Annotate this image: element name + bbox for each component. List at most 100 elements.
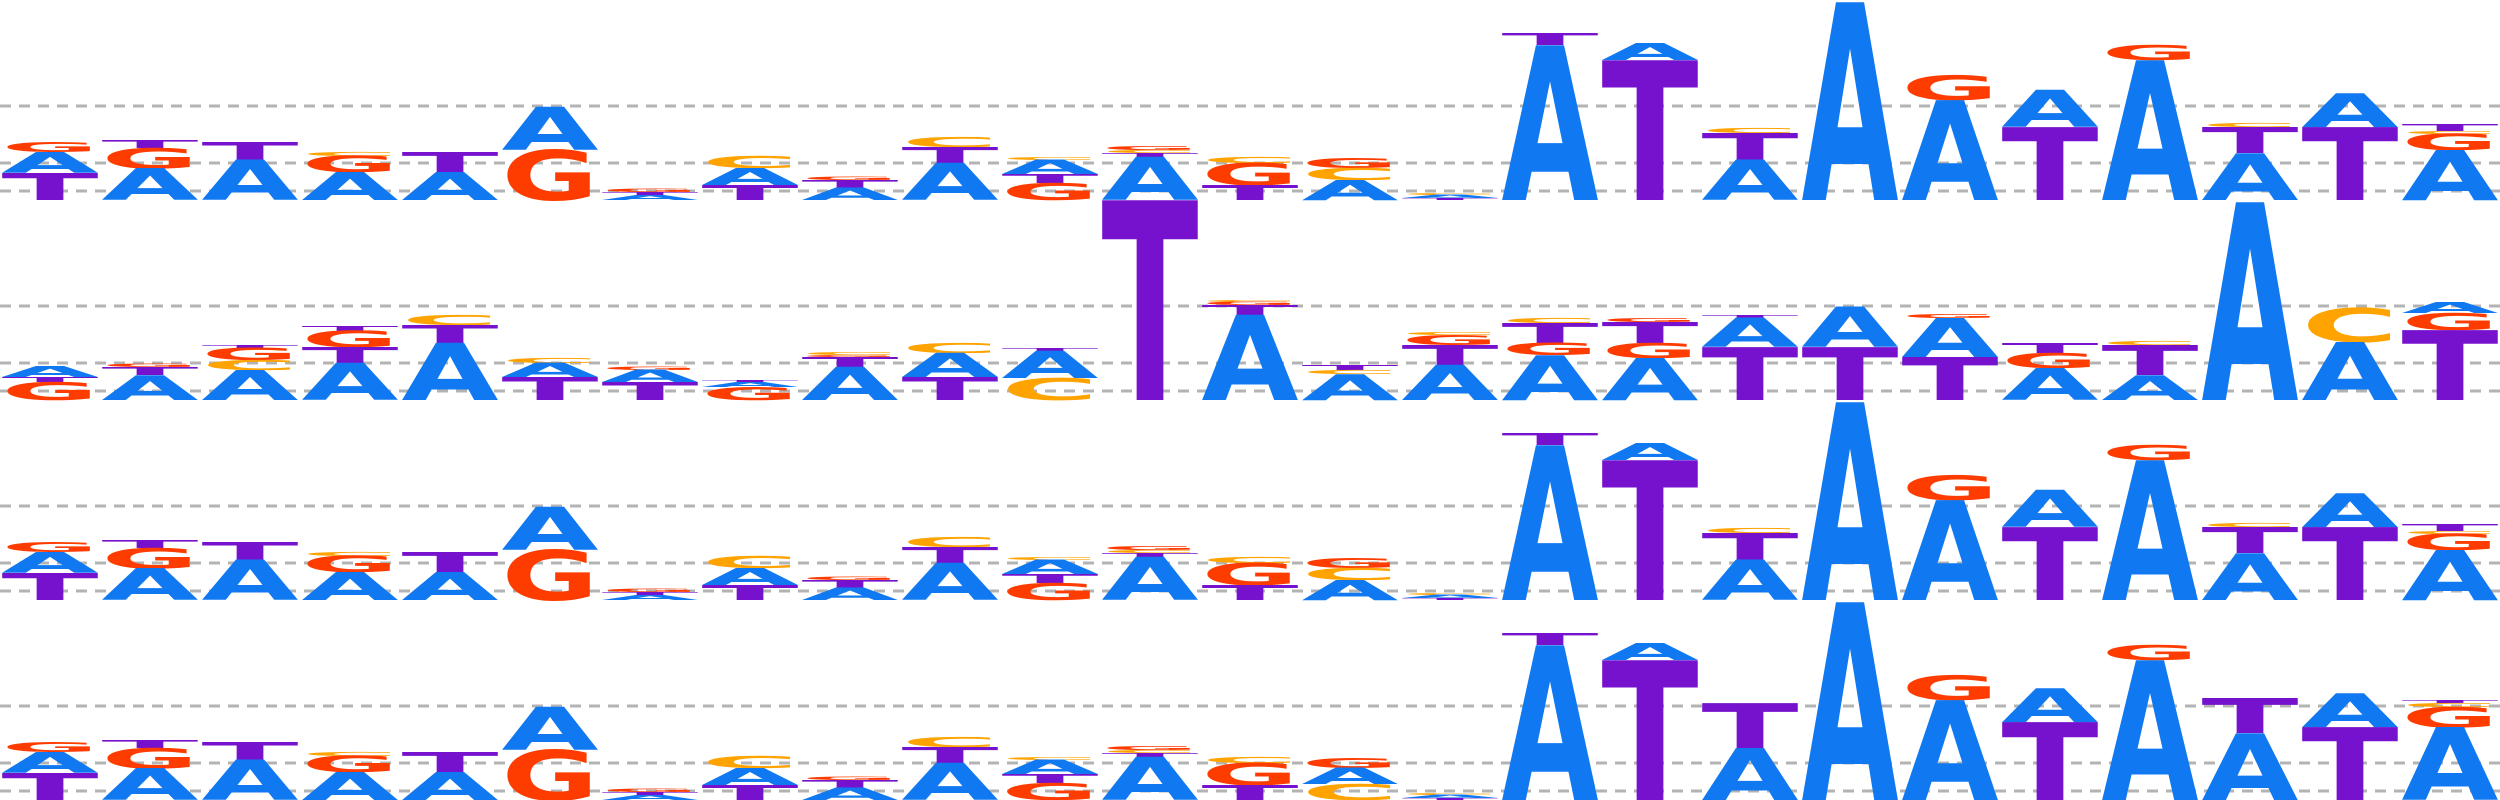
logo-letter-C: C <box>502 357 599 365</box>
logo-letter-T: T <box>1502 30 1599 49</box>
logo-letter-A: A <box>1502 343 1599 415</box>
logo-letter-T: T <box>602 591 699 596</box>
logo-letter-G: G <box>302 152 399 177</box>
logo-letter-A: A <box>2002 360 2099 411</box>
logo-letter-C: C <box>902 340 999 356</box>
logo-letter-A: A <box>2402 299 2499 316</box>
logo-letter-A: A <box>1502 4 1599 251</box>
logo-letter-G: G <box>1502 340 1599 359</box>
logo-letter-T: T <box>1702 526 1800 569</box>
logo-letter-T: T <box>402 747 499 779</box>
logo-letter-G: G <box>102 363 199 368</box>
logo-letter-T: T <box>1202 781 1299 800</box>
logo-letter-A: A <box>1002 756 1099 778</box>
logo-letter-T: T <box>2 766 100 800</box>
logo-letter-T: T <box>1402 797 1499 800</box>
logo-letter-A: A <box>202 550 299 614</box>
logo-letter-A: A <box>2102 368 2199 408</box>
logo-letter-T: T <box>602 791 699 796</box>
logo-letter-G: G <box>1302 155 1399 171</box>
logo-letter-A: A <box>402 165 500 210</box>
logo-letter-A: A <box>102 760 199 800</box>
logo-letter-A: A <box>1 547 98 580</box>
logo-letter-T: T <box>202 344 299 349</box>
logo-letter-A: A <box>1702 734 1799 800</box>
logo-letter-T: T <box>1202 581 1299 605</box>
logo-letter-T: T <box>402 547 499 579</box>
logo-letter-A: A <box>2302 327 2399 419</box>
logo-letter-A: A <box>402 765 500 800</box>
logo-letter-A: A <box>2302 85 2399 139</box>
logo-letter-C: C <box>202 357 299 373</box>
logo-letter-G: G <box>1902 313 1999 319</box>
logo-letter-A: A <box>702 381 799 389</box>
logo-letter-A: A <box>1202 292 1299 428</box>
logo-letter-G: G <box>302 552 399 577</box>
logo-letter-C: C <box>302 151 399 157</box>
logo-letter-C: C <box>1402 331 1499 336</box>
logo-letter-A: A <box>2202 140 2299 215</box>
logo-letter-A: A <box>902 553 999 612</box>
logo-letter-T: T <box>202 737 300 766</box>
logo-letter-G: G <box>1102 145 1199 151</box>
logo-letter-C: C <box>1202 299 1299 302</box>
logo-letter-G: G <box>802 776 899 781</box>
logo-letter-T: T <box>402 147 499 179</box>
logo-letter-C: C <box>1302 780 1399 800</box>
logo-letter-G: G <box>1602 317 1699 323</box>
logo-letter-G: G <box>2002 349 2099 373</box>
logo-letter-A: A <box>1302 175 1399 207</box>
logo-letter-A: A <box>602 367 700 386</box>
logo-letter-G: G <box>802 176 899 181</box>
logo-letter-G: G <box>2402 309 2499 336</box>
logo-letter-G: G <box>1 539 98 555</box>
logo-letter-A: A <box>1002 156 1099 178</box>
logo-letter-C: C <box>1102 149 1199 154</box>
logo-letter-A: A <box>502 496 600 564</box>
logo-letter-A: A <box>502 696 600 764</box>
logo-letter-G: G <box>2402 530 2499 555</box>
logo-letter-A: A <box>1502 404 1599 651</box>
logo-letter-A: A <box>1502 604 1599 800</box>
logo-letter-T: T <box>1502 630 1599 649</box>
logo-letter-T: T <box>202 137 300 166</box>
logo-letter-G: G <box>602 788 699 793</box>
logo-letter-G: G <box>2 377 99 406</box>
logo-letter-G: G <box>2402 702 2499 734</box>
logo-letter-G: G <box>1002 179 1099 206</box>
logo-letter-T: T <box>1202 302 1300 318</box>
logo-letter-T: T <box>902 743 999 768</box>
logo-letter-A: A <box>2202 149 2299 465</box>
logo-letter-C: C <box>1702 527 1799 535</box>
logo-letter-C: C <box>402 312 499 328</box>
logo-letter-G: G <box>1102 745 1199 751</box>
logo-letter-A: A <box>2302 485 2399 539</box>
logo-letter-T: T <box>2102 337 2199 385</box>
logo-letter-G: G <box>502 137 599 217</box>
logo-letter-C: C <box>902 534 999 550</box>
logo-letter-G: G <box>1202 557 1299 592</box>
logo-letter-A: A <box>902 153 999 212</box>
logo-letter-T: T <box>2 376 99 384</box>
logo-letter-A: A <box>902 347 1000 385</box>
logo-letter-G: G <box>802 576 899 581</box>
logo-letter-T: T <box>1702 314 1799 319</box>
logo-letter-T: T <box>1302 364 1399 372</box>
logo-letter-C: C <box>1202 755 1299 765</box>
logo-letter-T: T <box>2302 107 2399 224</box>
logo-letter-A: A <box>2102 423 2199 646</box>
logo-letter-C: C <box>1302 369 1399 375</box>
logo-letter-T: T <box>1502 430 1599 449</box>
logo-letter-G: G <box>602 366 699 371</box>
logo-letter-T: T <box>802 578 900 591</box>
logo-letter-T: T <box>2302 507 2399 624</box>
logo-letter-G: G <box>102 543 199 575</box>
logo-letter-G: G <box>1202 157 1299 192</box>
logo-letter-T: T <box>2402 699 2499 704</box>
logo-letter-G: G <box>802 354 899 357</box>
logo-letter-C: C <box>1102 549 1199 554</box>
logo-letter-A: A <box>2402 707 2499 800</box>
logo-letter-C: C <box>1402 192 1499 195</box>
logo-letter-T: T <box>2402 122 2500 133</box>
